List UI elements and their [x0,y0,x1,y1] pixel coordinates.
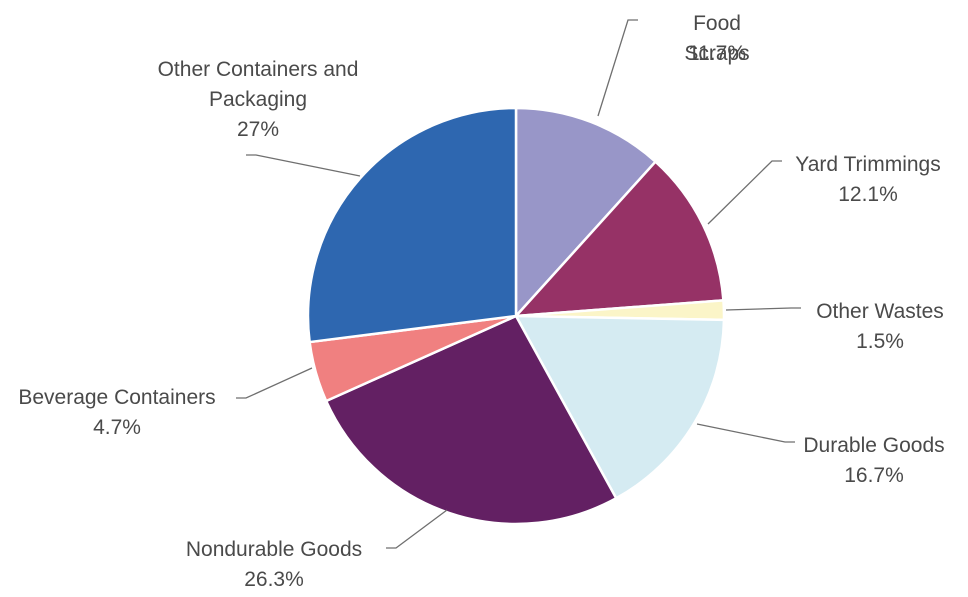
leader-lines [236,19,801,549]
leader-line [246,154,361,177]
pie-slice [306,106,518,344]
slice-value-label: 12.1% [838,183,898,206]
pie-slices [306,106,726,526]
slice-label: Other Containers and [158,58,359,81]
slice-value-label: 11.7% [688,42,746,65]
slice-label: Other Wastes [816,300,944,323]
slice-label: Yard Trimmings [795,153,940,176]
slice-value-label: 1.5% [856,330,904,353]
leader-line [696,423,795,443]
leader-line [386,509,448,549]
slice-label: Scraps [684,42,749,65]
slice-label: Food [693,12,741,35]
slice-value-label: 16.7% [844,464,904,487]
leader-line [725,307,801,311]
slice-label: Packaging [209,88,307,111]
pie-slice [514,106,657,318]
slice-label: Durable Goods [803,434,944,457]
leader-line [707,160,782,225]
pie-slice [514,314,726,500]
slice-label: Beverage Containers [18,386,215,409]
leader-line [597,19,638,117]
pie-slice [324,314,618,526]
slice-value-label: 27% [237,118,279,141]
slice-label: Nondurable Goods [186,538,362,561]
slice-value-label: 4.7% [93,416,141,439]
pie-slice [514,160,725,318]
leader-line [236,367,313,399]
slice-value-label: 26.3% [244,568,304,591]
